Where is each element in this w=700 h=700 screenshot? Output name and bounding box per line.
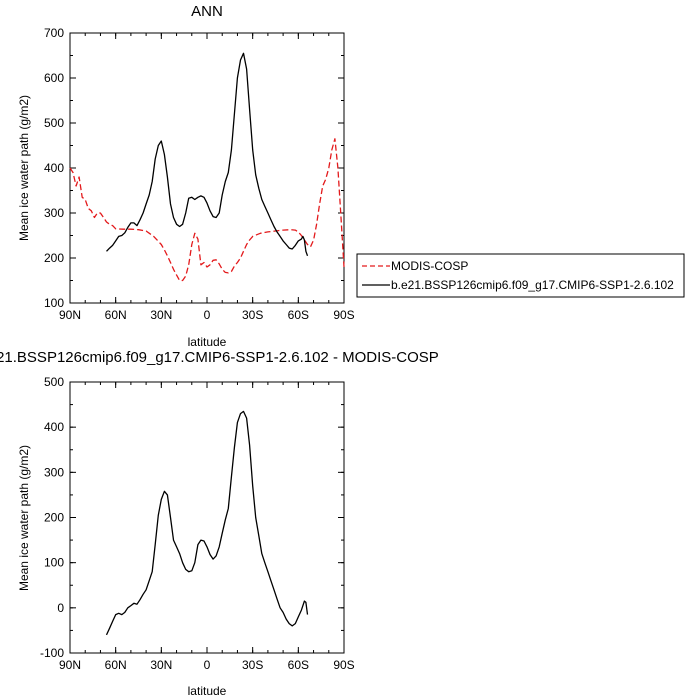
y-tick-label: 500 — [44, 375, 64, 389]
y-tick-label: 300 — [44, 206, 64, 220]
x-tick-label: 30S — [242, 308, 263, 322]
y-tick-label: 0 — [57, 601, 64, 615]
x-tick-label: 90S — [333, 658, 354, 672]
top-x-axis-label: latitude — [188, 335, 227, 349]
plot-frame — [69, 32, 345, 304]
legend-box — [356, 253, 685, 298]
x-tick-label: 30N — [150, 658, 172, 672]
y-tick-label: 200 — [44, 511, 64, 525]
y-tick-label: 300 — [44, 465, 64, 479]
series-line-1 — [106, 52, 309, 257]
x-tick-label: 30N — [150, 308, 172, 322]
plot-frame — [69, 381, 345, 654]
x-tick-label: 90N — [59, 308, 81, 322]
x-tick-label: 60S — [288, 308, 309, 322]
bottom-y-axis-label: Mean ice water path (g/m2) — [17, 445, 31, 591]
top-plot-area: 90N 60N 30N 0 30S 60S 90S 100 200 300 400 500 600 700 — [44, 26, 355, 322]
series-line-0 — [105, 410, 309, 636]
y-tick-label: 100 — [44, 296, 64, 310]
x-tick-label: 30S — [242, 658, 263, 672]
x-tick-label: 0 — [204, 658, 211, 672]
y-tick-label: 100 — [44, 556, 64, 570]
x-tick-label: 60N — [105, 308, 127, 322]
legend-label-model: b.e21.BSSP126cmip6.f09_g17.CMIP6-SSP1-2.… — [391, 278, 674, 292]
top-plot-title: ANN — [191, 3, 223, 20]
x-tick-label: 60S — [288, 658, 309, 672]
x-tick-label: 60N — [105, 658, 127, 672]
top-y-axis-label: Mean ice water path (g/m2) — [17, 95, 31, 241]
y-tick-label: 600 — [44, 71, 64, 85]
y-tick-label: 500 — [44, 116, 64, 130]
x-tick-label: 90N — [59, 658, 81, 672]
bottom-plot-title: b.e21.BSSP126cmip6.f09_g17.CMIP6-SSP1-2.… — [0, 349, 439, 366]
y-tick-label: 400 — [44, 420, 64, 434]
bottom-plot-area: 90N 60N 30N 0 30S 60S 90S -100 0 100 200 300 400 500 — [40, 375, 355, 672]
legend-label-modis: MODIS-COSP — [391, 259, 468, 273]
x-tick-label: 0 — [204, 308, 211, 322]
bottom-x-axis-label: latitude — [188, 684, 227, 698]
y-tick-label: 200 — [44, 251, 64, 265]
y-tick-label: 400 — [44, 161, 64, 175]
series-line-0 — [69, 138, 345, 282]
legend: MODIS-COSP b.e21.BSSP126cmip6.f09_g17.CM… — [356, 253, 685, 298]
y-tick-label: -100 — [40, 646, 64, 660]
y-tick-label: 700 — [44, 26, 64, 40]
x-tick-label: 90S — [333, 308, 354, 322]
